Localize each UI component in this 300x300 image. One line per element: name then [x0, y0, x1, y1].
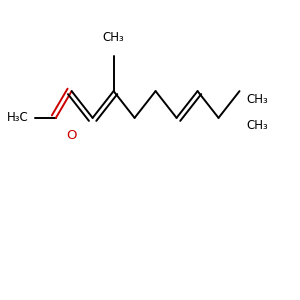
Text: O: O	[66, 129, 77, 142]
Text: CH₃: CH₃	[246, 93, 268, 106]
Text: CH₃: CH₃	[103, 31, 124, 44]
Text: H₃C: H₃C	[7, 111, 28, 124]
Text: CH₃: CH₃	[246, 119, 268, 132]
